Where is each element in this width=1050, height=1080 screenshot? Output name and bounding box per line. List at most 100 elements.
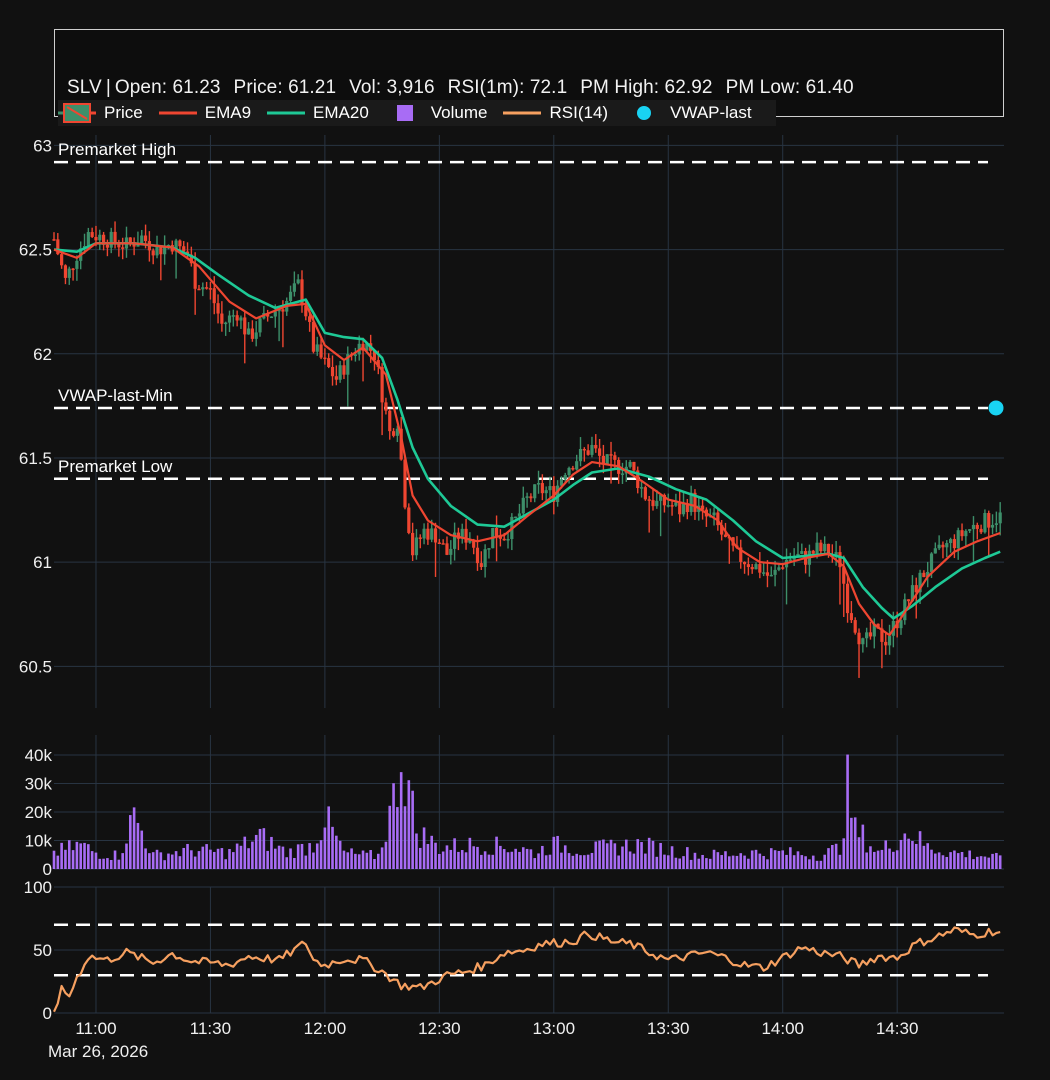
volume-bar	[136, 822, 140, 869]
volume-bar	[773, 850, 777, 869]
candle-body	[288, 291, 293, 302]
volume-bar	[258, 828, 262, 869]
candle-body	[781, 567, 785, 569]
candle-body	[639, 487, 644, 489]
candle-body	[922, 572, 926, 578]
x-tick-label: 12:00	[304, 1019, 347, 1038]
info-rsi1m: RSI(1m): 72.1	[447, 77, 568, 98]
rsi-line	[52, 926, 1001, 1013]
legend-item-ema20[interactable]: EMA20	[267, 102, 369, 124]
volume-bar	[220, 848, 224, 869]
volume-bar	[369, 850, 372, 869]
volume-bar	[777, 850, 781, 869]
volume-bar	[926, 843, 929, 869]
volume-bar	[327, 806, 330, 869]
volume-bar	[853, 817, 857, 869]
candle-body	[453, 532, 457, 549]
price-ref-label: Premarket Low	[58, 457, 173, 476]
volume-bar	[71, 850, 75, 869]
volume-bar	[174, 851, 178, 869]
vwap-marker-layer	[988, 400, 1004, 416]
candle-body	[575, 461, 579, 470]
volume-bar	[209, 849, 212, 869]
candle-body	[517, 513, 522, 517]
x-tick-label: 13:00	[533, 1019, 576, 1038]
candle-body	[819, 542, 823, 552]
legend-item-volume[interactable]: Volume	[385, 102, 487, 124]
volume-bar	[296, 844, 300, 869]
price-ref-label: VWAP-last-Min	[58, 386, 173, 405]
candle-body	[926, 571, 930, 578]
volume-bar	[892, 851, 895, 869]
candle-body	[758, 564, 762, 573]
candle-body	[143, 235, 148, 242]
volume-bar	[735, 855, 739, 869]
candle-body	[300, 279, 304, 306]
candle-body	[594, 444, 598, 449]
candle-body	[399, 428, 403, 460]
volume-bar	[151, 852, 155, 869]
volume-bar	[525, 848, 529, 869]
candle-body	[968, 529, 972, 531]
volume-bar	[140, 830, 144, 869]
candle-body	[647, 499, 651, 501]
ema9-line-icon	[158, 111, 197, 115]
volume-bar	[541, 845, 544, 869]
legend-item-ema9[interactable]: EMA9	[158, 102, 251, 124]
candle-body	[628, 461, 632, 467]
volume-bar	[697, 858, 701, 869]
volume-bar	[357, 854, 361, 869]
candle-body	[746, 564, 750, 568]
volume-bar	[682, 856, 685, 869]
candle-body	[723, 534, 728, 537]
candle-body	[849, 613, 853, 621]
candle-body	[979, 528, 983, 533]
volume-bar	[254, 834, 258, 869]
candle-body	[842, 567, 846, 584]
volume-bar	[338, 840, 342, 869]
candle-body	[380, 367, 384, 403]
candle-body	[845, 583, 850, 614]
volume-bar	[430, 835, 434, 869]
candle-body	[945, 543, 949, 548]
candle-body	[498, 536, 502, 539]
volume-bar	[285, 857, 289, 869]
volume-bar	[380, 847, 384, 869]
volume-bar	[605, 843, 609, 869]
candle-body	[151, 250, 155, 256]
candle-body	[372, 350, 377, 361]
volume-bar	[674, 857, 678, 869]
candle-body	[220, 313, 224, 324]
candle-body	[815, 542, 819, 554]
candle-body	[712, 512, 716, 516]
candle-body	[315, 344, 319, 352]
candle-body	[948, 539, 953, 544]
candle-body	[601, 455, 605, 465]
volume-bar	[457, 851, 460, 869]
volume-bar	[708, 858, 712, 869]
volume-bar	[983, 856, 987, 869]
candle-body	[994, 523, 998, 525]
candle-body	[98, 234, 102, 241]
x-tick-label: 11:30	[190, 1019, 231, 1038]
volume-bar	[293, 857, 296, 869]
volume-bar	[148, 853, 151, 869]
legend-item-rsi[interactable]: RSI(14)	[503, 102, 608, 124]
volume-bar	[384, 841, 388, 869]
volume-bar	[819, 860, 823, 869]
axis-labels: 11:00 11:30 12:00 12:30 13:00 13:30 14:00 14:30…	[19, 136, 919, 1061]
candle-body	[90, 232, 94, 237]
legend-item-price[interactable]: Price	[58, 102, 143, 124]
volume-bar	[731, 855, 735, 869]
candle-body	[441, 543, 445, 545]
volume-bar	[163, 860, 166, 869]
volume-bar	[640, 842, 643, 869]
candle-body	[590, 444, 594, 455]
volume-bar	[583, 855, 586, 869]
legend-item-vwap[interactable]: VWAP-last	[624, 102, 752, 124]
candle-body	[60, 254, 64, 266]
candle-body	[216, 303, 220, 314]
candle-body	[720, 525, 724, 535]
volume-bar	[888, 848, 891, 869]
volume-bar	[521, 847, 525, 869]
